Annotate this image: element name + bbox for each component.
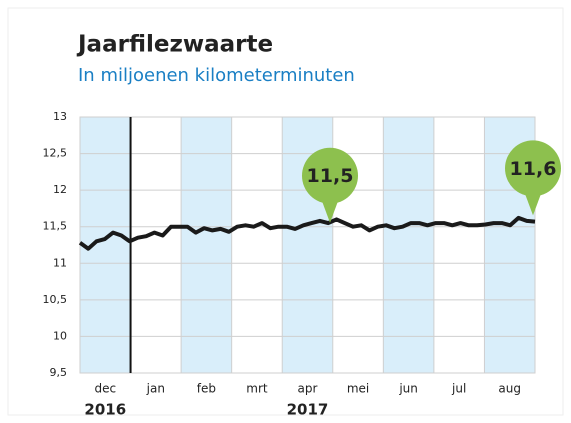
month-band [181, 117, 232, 373]
x-tick-label: jul [451, 382, 466, 396]
x-tick-label: dec [94, 382, 116, 396]
frame [7, 7, 564, 416]
y-tick-label: 11,5 [43, 220, 68, 233]
y-tick-label: 10 [53, 329, 67, 342]
y-tick-label: 12,5 [43, 147, 68, 160]
chart-subtitle: In miljoenen kilometerminuten [78, 65, 355, 86]
x-tick-label: mei [347, 382, 369, 396]
x-tick-label: aug [498, 382, 521, 396]
year-label: 2016 [84, 401, 126, 419]
y-tick-label: 9,5 [50, 366, 68, 379]
x-tick-label: mrt [246, 382, 268, 396]
y-tick-label: 10,5 [43, 293, 68, 306]
x-tick-label: jun [398, 382, 418, 396]
callout-label: 11,5 [307, 165, 354, 187]
month-band [80, 117, 131, 373]
x-tick-label: jan [146, 382, 165, 396]
callout-label: 11,6 [510, 158, 557, 180]
x-tick-label: apr [298, 382, 318, 396]
chart-title: Jaarfilezwaarte [76, 32, 273, 58]
x-tick-label: feb [197, 382, 216, 396]
y-tick-label: 12 [53, 183, 67, 196]
month-band [383, 117, 434, 373]
year-label: 2017 [287, 401, 329, 419]
y-tick-label: 13 [53, 110, 67, 123]
callout-bubble [505, 140, 561, 197]
series-line [78, 215, 536, 251]
callout-bubble [302, 147, 358, 204]
y-tick-label: 11 [53, 256, 67, 269]
